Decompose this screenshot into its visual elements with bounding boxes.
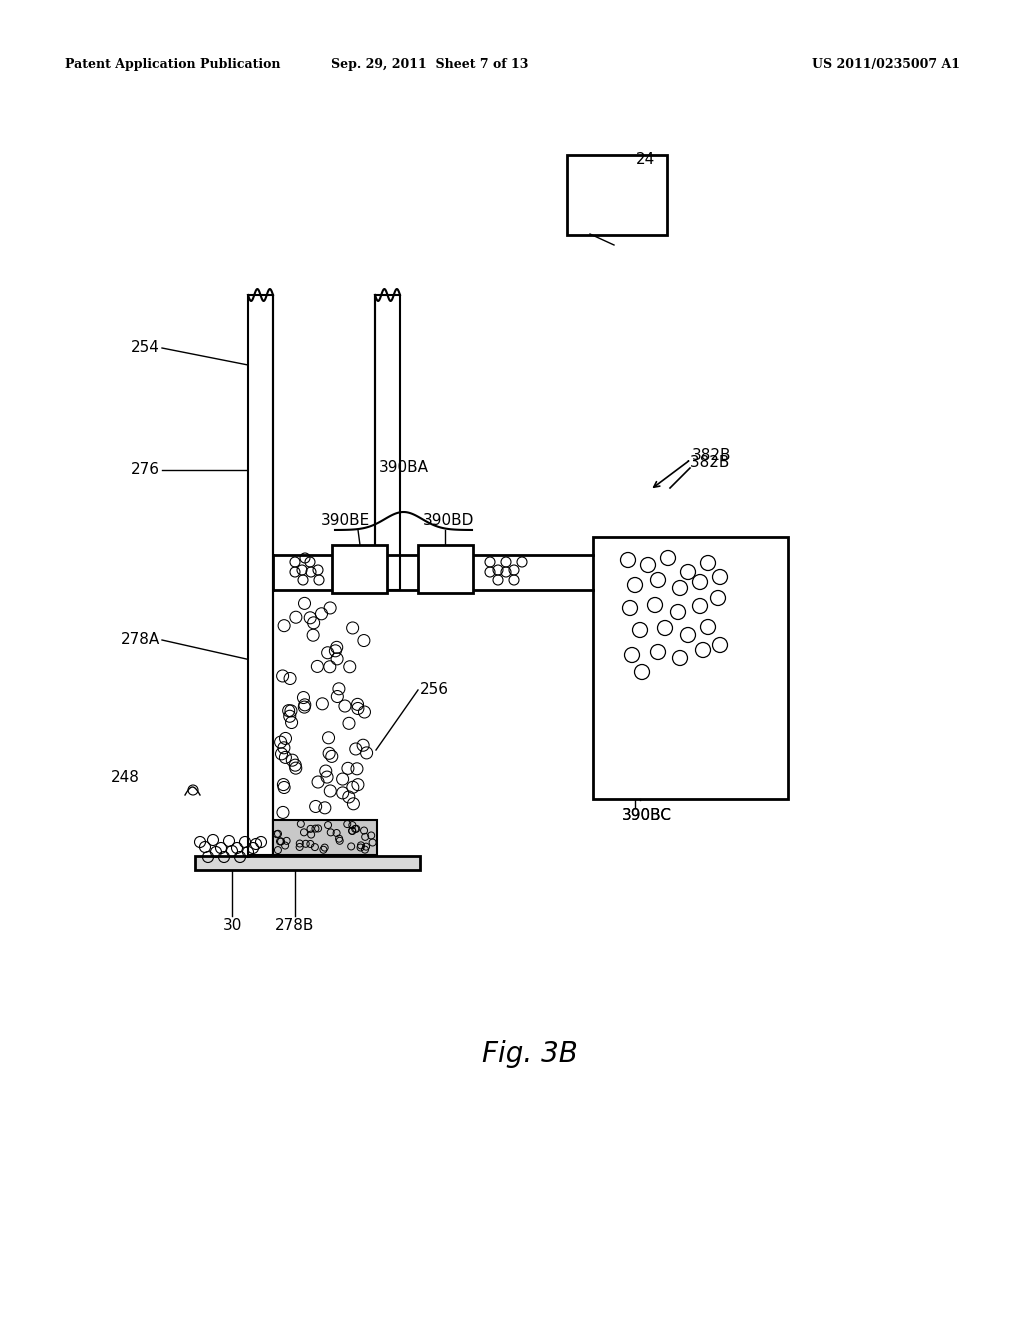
Text: ·382B: ·382B xyxy=(685,455,729,470)
Text: 390BD: 390BD xyxy=(422,513,474,528)
Text: Fig. 3B: Fig. 3B xyxy=(482,1040,578,1068)
Text: 390BA: 390BA xyxy=(379,459,429,475)
Text: US 2011/0235007 A1: US 2011/0235007 A1 xyxy=(812,58,961,71)
Bar xyxy=(567,154,667,235)
Text: 278B: 278B xyxy=(275,917,314,933)
Text: 276: 276 xyxy=(131,462,160,478)
Text: 390BC: 390BC xyxy=(622,808,672,822)
Bar xyxy=(273,820,377,855)
Bar xyxy=(332,545,387,593)
Text: Patent Application Publication: Patent Application Publication xyxy=(65,58,281,71)
Bar xyxy=(195,855,420,870)
Text: 382B: 382B xyxy=(692,447,731,462)
Text: 390BE: 390BE xyxy=(321,513,370,528)
Text: 278A: 278A xyxy=(121,632,160,648)
Text: 256: 256 xyxy=(420,682,449,697)
Text: Sep. 29, 2011  Sheet 7 of 13: Sep. 29, 2011 Sheet 7 of 13 xyxy=(332,58,528,71)
Text: 254: 254 xyxy=(131,341,160,355)
Text: 30: 30 xyxy=(222,917,242,933)
Text: 248: 248 xyxy=(112,771,140,785)
Text: 390BC: 390BC xyxy=(622,808,672,822)
Bar xyxy=(375,294,400,590)
Bar xyxy=(593,537,788,799)
Bar xyxy=(248,294,273,855)
Text: 24: 24 xyxy=(636,152,655,168)
Bar xyxy=(418,545,473,593)
